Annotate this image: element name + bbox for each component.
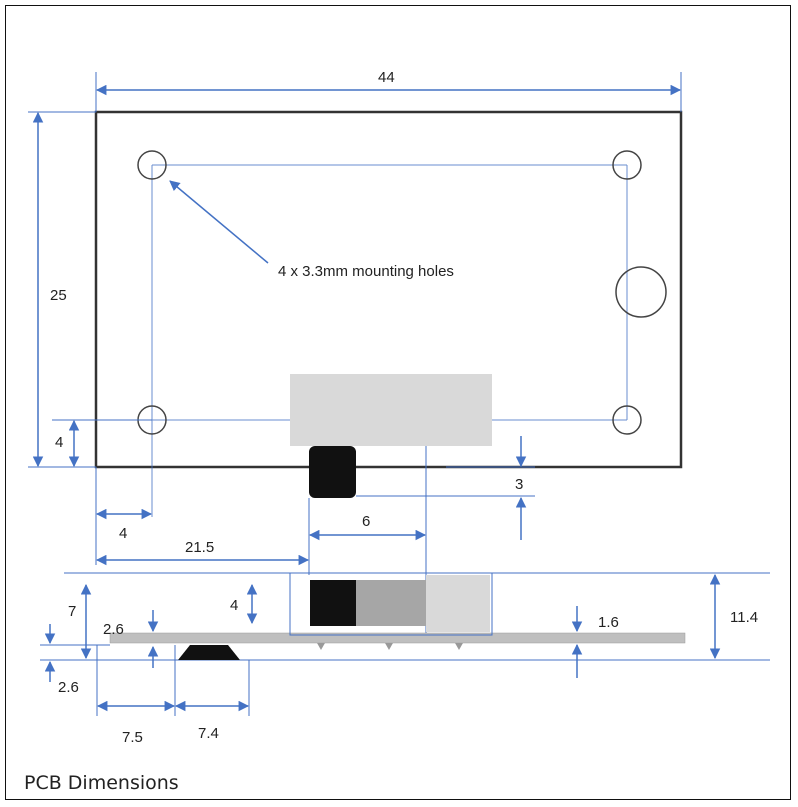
dim-label-connector-gap: 3 — [515, 476, 523, 493]
mounting-hole-top-left — [137, 150, 167, 180]
note-pointer-arrow — [169, 180, 269, 264]
connector-plug-side — [310, 580, 356, 626]
dim-label-standoff-top: 2.6 — [103, 621, 124, 638]
dim-label-connector-offset: 21.5 — [185, 539, 214, 556]
dim-label-connector-width: 6 — [362, 513, 370, 530]
dim-label-overall-height-left: 7 — [68, 603, 76, 620]
dim-label-standoff-bottom: 2.6 — [58, 679, 79, 696]
connector-body-top — [290, 374, 492, 446]
connector-body-side — [426, 575, 490, 632]
mounting-hole-top-right — [612, 150, 642, 180]
dim-label-hole-offset-y: 4 — [55, 434, 63, 451]
bottom-component-side — [178, 645, 240, 660]
solder-pins — [317, 643, 463, 650]
connector-plug-top — [309, 446, 356, 498]
dim-label-header-height: 4 — [230, 597, 238, 614]
dim-label-overall-height-right: 11.4 — [730, 609, 758, 626]
dim-label-hole-offset-x: 4 — [119, 525, 127, 542]
connector-outline-side — [289, 572, 493, 636]
dim-label-component-width: 7.4 — [198, 725, 219, 742]
mounting-holes-note: 4 x 3.3mm mounting holes — [278, 263, 454, 280]
board-outline — [94, 110, 683, 469]
hole-grid-lines — [151, 164, 628, 517]
pcb-side — [109, 632, 686, 644]
mounting-hole-bottom-right — [612, 405, 642, 435]
dim-label-component-offset: 7.5 — [122, 729, 143, 746]
dim-label-board-width: 44 — [378, 69, 395, 86]
dim-label-board-height: 25 — [50, 287, 67, 304]
connector-mid-side — [356, 580, 426, 626]
dim-label-pcb-thickness: 1.6 — [598, 614, 619, 631]
large-hole — [615, 266, 667, 318]
figure-caption: PCB Dimensions — [24, 772, 179, 794]
